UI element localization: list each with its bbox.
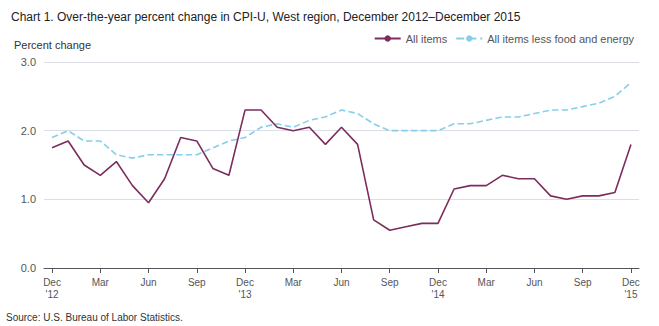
svg-text:'14: '14 [431, 289, 444, 300]
svg-text:Mar: Mar [478, 277, 496, 288]
svg-text:Sep: Sep [574, 277, 592, 288]
svg-text:2.0: 2.0 [21, 125, 36, 137]
svg-text:Dec: Dec [622, 277, 640, 288]
svg-text:Sep: Sep [188, 277, 206, 288]
svg-text:All items: All items [406, 33, 448, 45]
svg-text:Mar: Mar [92, 277, 110, 288]
svg-text:'15: '15 [624, 289, 637, 300]
svg-text:Jun: Jun [333, 277, 349, 288]
svg-text:All items less food and energy: All items less food and energy [487, 33, 634, 45]
svg-text:Dec: Dec [236, 277, 254, 288]
svg-text:'13: '13 [238, 289, 251, 300]
svg-text:Chart 1. Over-the-year percent: Chart 1. Over-the-year percent change in… [11, 10, 521, 24]
svg-text:1.0: 1.0 [21, 193, 36, 205]
svg-text:'12: '12 [46, 289, 59, 300]
svg-text:Jun: Jun [140, 277, 156, 288]
svg-text:3.0: 3.0 [21, 56, 36, 68]
svg-text:Source: U.S. Bureau of Labor S: Source: U.S. Bureau of Labor Statistics. [6, 312, 183, 323]
svg-text:Dec: Dec [43, 277, 61, 288]
svg-text:Dec: Dec [429, 277, 447, 288]
svg-text:Jun: Jun [526, 277, 542, 288]
svg-text:Percent change: Percent change [14, 39, 91, 51]
svg-text:Mar: Mar [285, 277, 303, 288]
svg-text:Sep: Sep [381, 277, 399, 288]
svg-text:0.0: 0.0 [21, 262, 36, 274]
